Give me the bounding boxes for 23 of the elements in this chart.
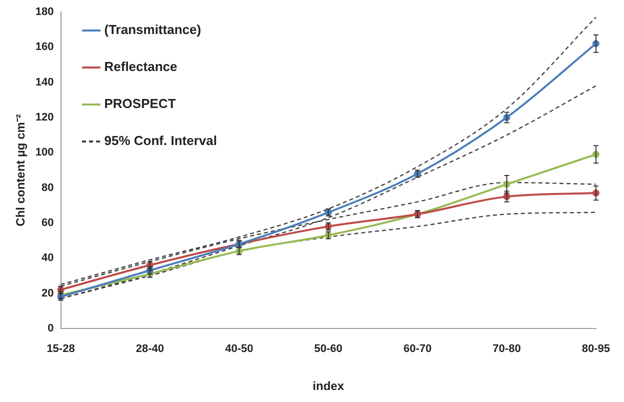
y-tick-label: 180 (35, 6, 54, 18)
y-tick-label: 60 (42, 216, 54, 229)
y-tick-label: 0 (48, 322, 54, 334)
legend-label: 95% Conf. Interval (104, 133, 217, 148)
x-axis-title: index (312, 379, 344, 394)
y-tick-label: 140 (35, 76, 54, 88)
x-tick-label: 15-28 (46, 343, 75, 356)
legend-label: (Transmittance) (104, 22, 202, 38)
y-tick-label: 40 (42, 252, 54, 264)
x-tick-label: 80-95 (582, 343, 610, 356)
y-tick-label: 20 (42, 287, 54, 300)
y-tick-label: 80 (42, 182, 54, 194)
x-tick-label: 60-70 (403, 343, 432, 356)
legend-label: Reflectance (104, 59, 178, 74)
x-tick-label: 40-50 (225, 343, 254, 356)
y-axis-title: Chl content µg cm⁻² (14, 114, 28, 226)
y-tick-label: 160 (35, 41, 54, 54)
legend-label: PROSPECT (104, 96, 176, 112)
y-tick-label: 100 (35, 146, 54, 159)
x-tick-label: 50-60 (314, 343, 342, 356)
x-tick-label: 28-40 (136, 343, 164, 356)
y-tick-label: 120 (35, 112, 54, 124)
x-tick-label: 70-80 (492, 343, 521, 356)
